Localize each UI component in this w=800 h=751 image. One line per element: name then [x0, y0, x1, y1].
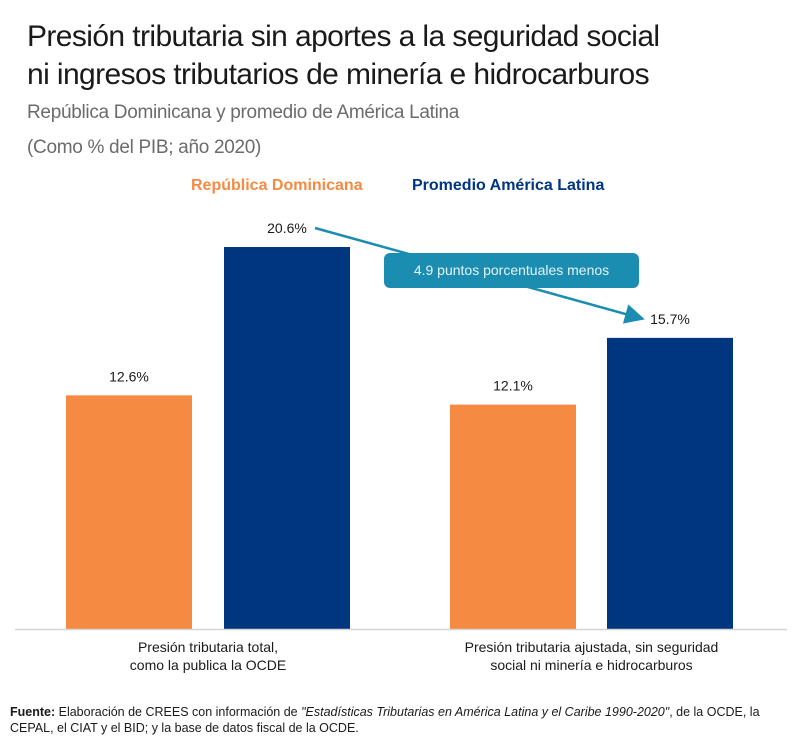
bar-america-latina-0	[224, 247, 350, 629]
category-label-line: como la publica la OCDE	[129, 657, 287, 673]
category-label-ajustada: Presión tributaria ajustada, sin segurid…	[430, 638, 753, 674]
value-label: 12.6%	[109, 368, 149, 384]
chart-units: (Como % del PIB; año 2020)	[27, 137, 262, 158]
value-label: 12.1%	[493, 378, 533, 394]
source-publication: "Estadísticas Tributarias en América Lat…	[301, 705, 670, 719]
annotation-callout: 4.9 puntos porcentuales menos	[384, 253, 639, 288]
value-label: 15.7%	[650, 311, 690, 327]
source-text-after: , de la OCDE, la CEPAL, el CIAT y el BID…	[10, 705, 760, 735]
bars-group	[66, 247, 733, 629]
value-labels-group: 12.6% 12.1% 20.6% 15.7%	[109, 220, 690, 394]
legend-america-latina: Promedio América Latina	[412, 177, 605, 194]
legend-republica-dominicana: República Dominicana	[191, 177, 363, 194]
category-label-line: social ni minería e hidrocarburos	[490, 657, 693, 673]
source-note: Fuente: Elaboración de CREES con informa…	[10, 704, 790, 736]
title-line-1: Presión tributaria sin aportes a la segu…	[27, 20, 660, 53]
bar-republica-dominicana-1	[450, 404, 576, 629]
chart-title: Presión tributaria sin aportes a la segu…	[27, 18, 787, 94]
category-label-line: Presión tributaria ajustada, sin segurid…	[464, 639, 719, 655]
source-label: Fuente:	[10, 705, 56, 719]
chart-subtitle: República Dominicana y promedio de Améri…	[27, 102, 460, 123]
bar-america-latina-1	[607, 337, 733, 629]
source-text-before: Elaboración de CREES con información de	[55, 705, 302, 719]
value-label: 20.6%	[267, 220, 307, 236]
category-label-line: Presión tributaria total,	[137, 639, 279, 655]
category-label-total: Presión tributaria total, como la public…	[66, 638, 350, 674]
title-line-2: ni ingresos tributarios de minería e hid…	[27, 58, 650, 91]
bar-republica-dominicana-0	[66, 395, 192, 629]
